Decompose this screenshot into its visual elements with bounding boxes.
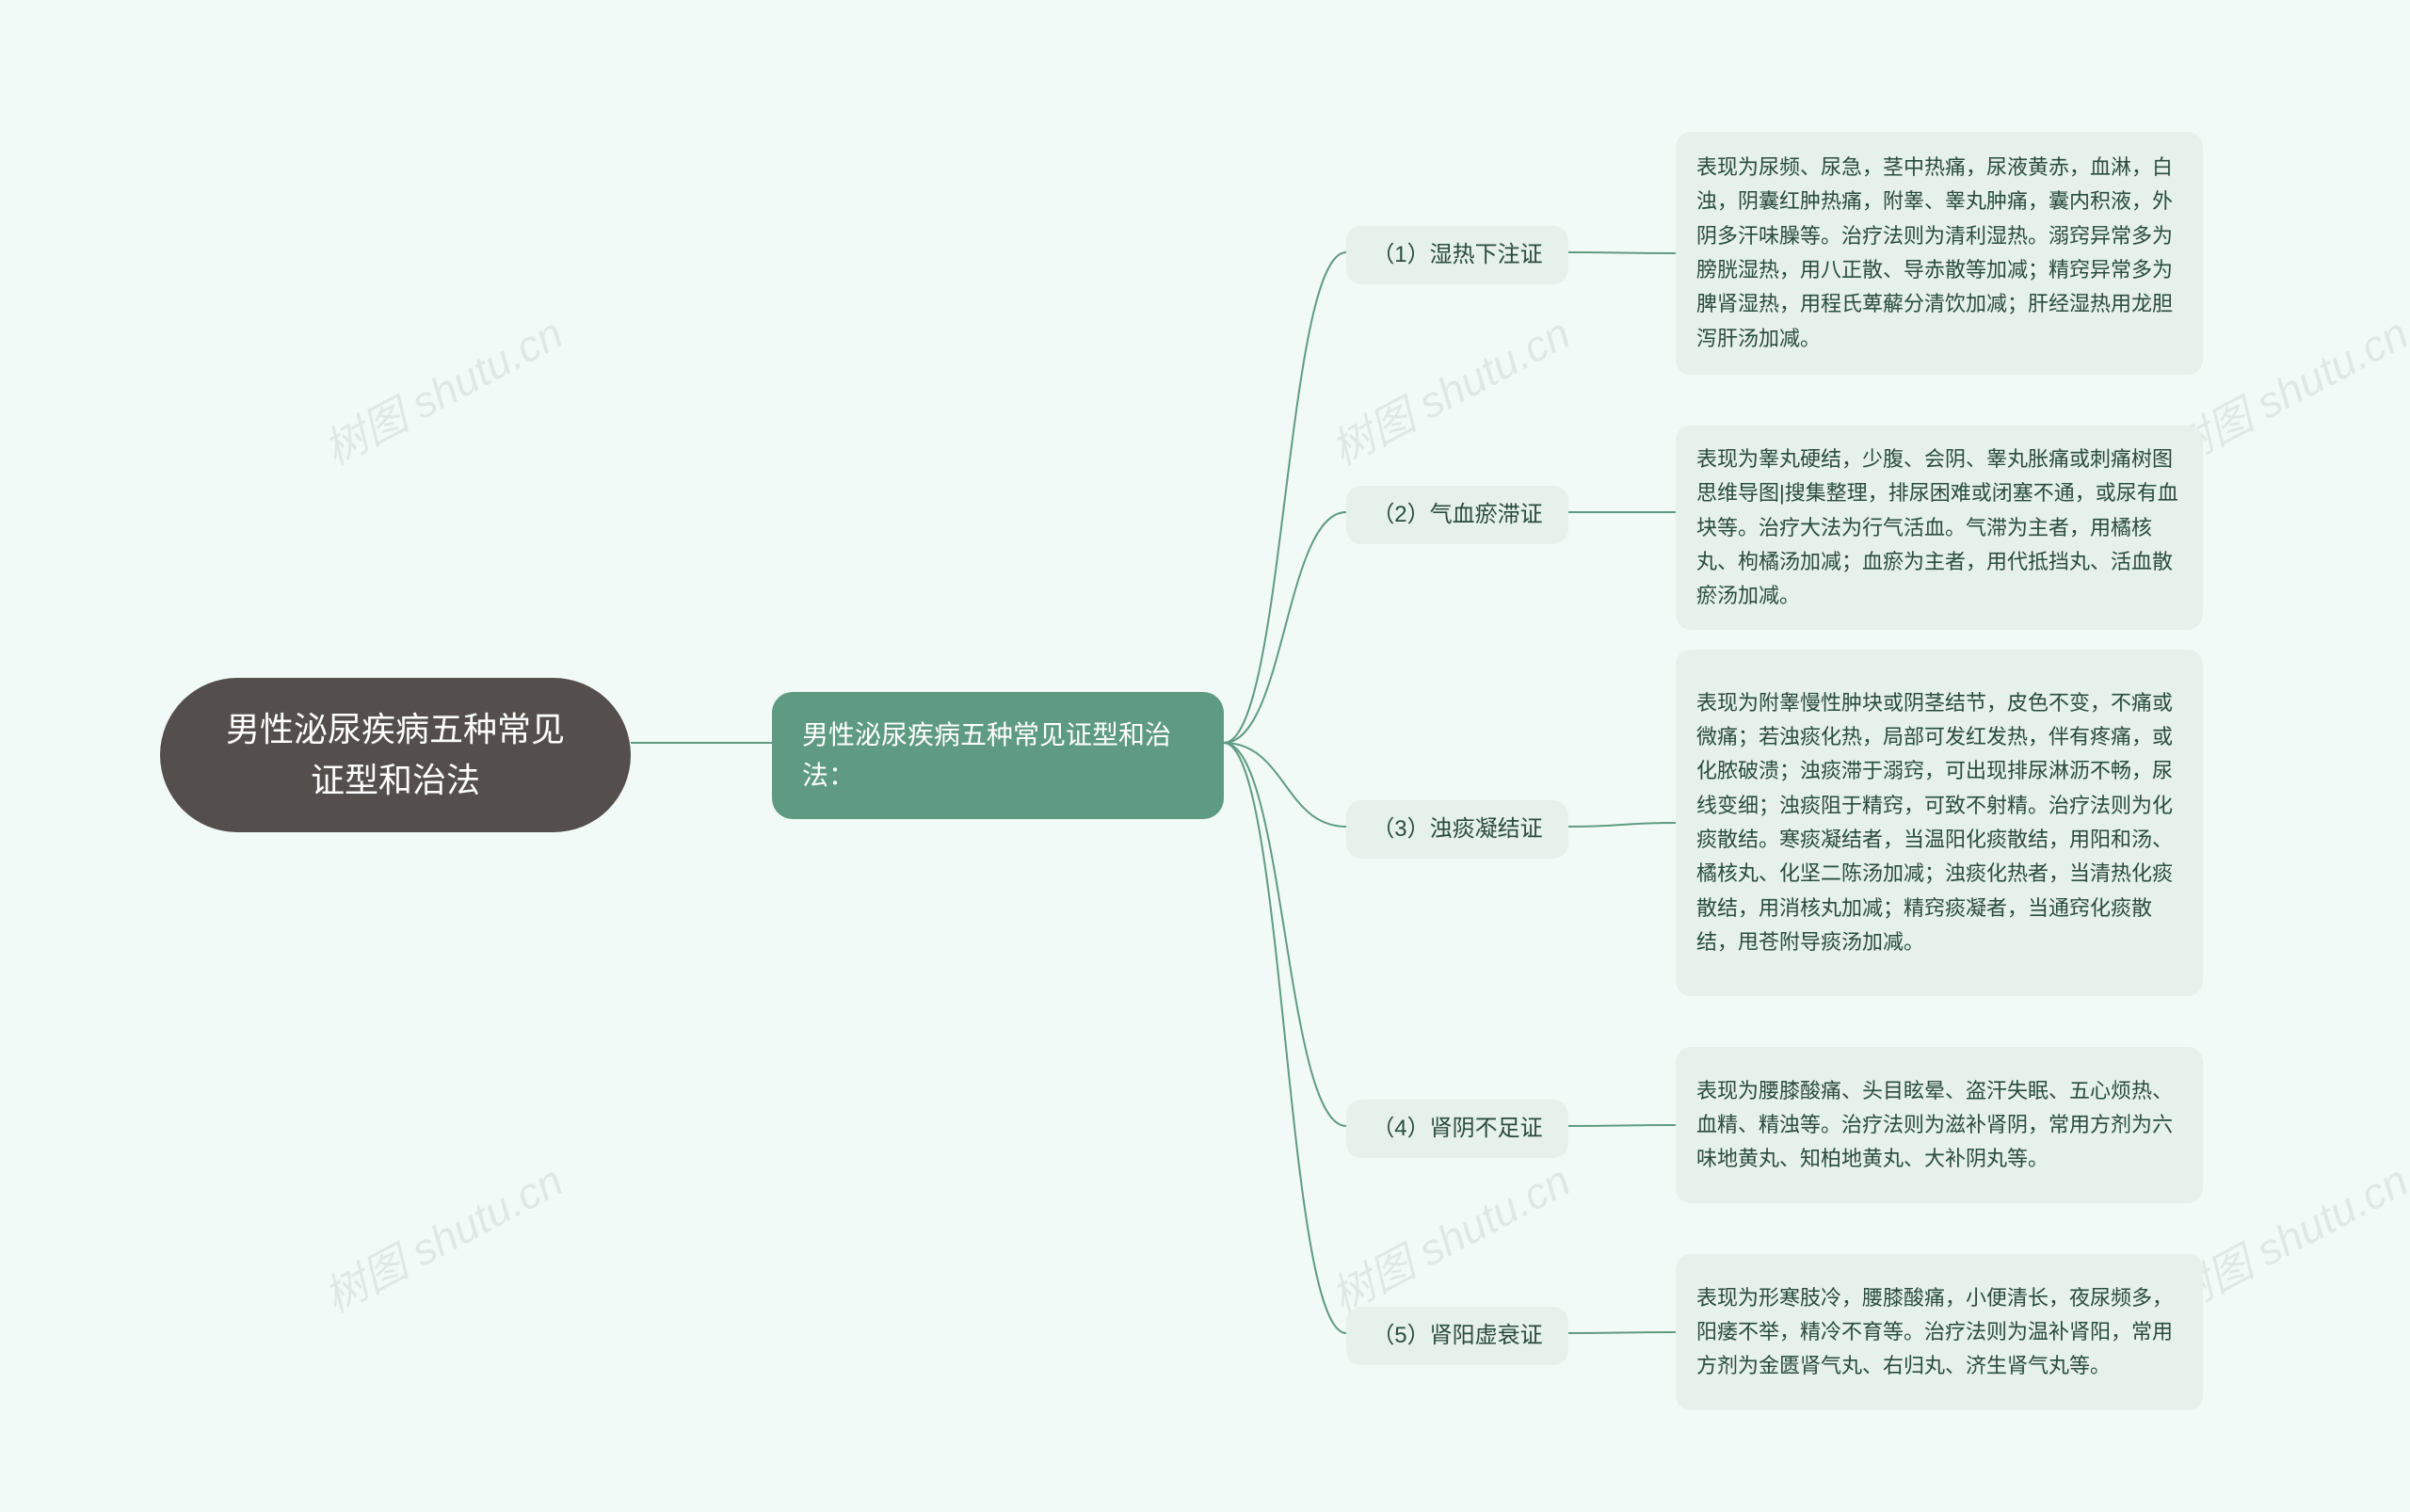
leaf-title-5[interactable]: （5）肾阳虚衰证 bbox=[1346, 1307, 1568, 1365]
watermark: 树图 shutu.cn bbox=[312, 299, 572, 477]
root-node[interactable]: 男性泌尿疾病五种常见证型和治法 bbox=[160, 678, 631, 832]
leaf-desc-5[interactable]: 表现为形寒肢冷，腰膝酸痛，小便清长，夜尿频多，阳痿不举，精冷不育等。治疗法则为温… bbox=[1676, 1254, 2203, 1410]
leaf-desc-2[interactable]: 表现为睾丸硬结，少腹、会阴、睾丸胀痛或刺痛树图思维导图|搜集整理，排尿困难或闭塞… bbox=[1676, 426, 2203, 630]
leaf-desc-1[interactable]: 表现为尿频、尿急，茎中热痛，尿液黄赤，血淋，白浊，阴囊红肿热痛，附睾、睾丸肿痛，… bbox=[1676, 132, 2203, 375]
subtopic-label: 男性泌尿疾病五种常见证型和治法： bbox=[802, 715, 1194, 796]
watermark: 树图 shutu.cn bbox=[312, 1147, 572, 1325]
leaf-title-4[interactable]: （4）肾阴不足证 bbox=[1346, 1100, 1568, 1158]
mindmap-canvas: 树图 shutu.cn 树图 shutu.cn 树图 shutu.cn 树图 s… bbox=[0, 0, 2410, 1512]
leaf-title-1[interactable]: （1）湿热下注证 bbox=[1346, 226, 1568, 284]
watermark: 树图 shutu.cn bbox=[1319, 299, 1580, 477]
leaf-title-2[interactable]: （2）气血瘀滞证 bbox=[1346, 486, 1568, 544]
leaf-title-3[interactable]: （3）浊痰凝结证 bbox=[1346, 800, 1568, 859]
leaf-desc-4[interactable]: 表现为腰膝酸痛、头目眩晕、盗汗失眠、五心烦热、血精、精浊等。治疗法则为滋补肾阴，… bbox=[1676, 1047, 2203, 1203]
subtopic-node[interactable]: 男性泌尿疾病五种常见证型和治法： bbox=[772, 692, 1224, 819]
root-label: 男性泌尿疾病五种常见证型和治法 bbox=[213, 704, 578, 806]
leaf-desc-3[interactable]: 表现为附睾慢性肿块或阴茎结节，皮色不变，不痛或微痛；若浊痰化热，局部可发红发热，… bbox=[1676, 650, 2203, 996]
watermark: 树图 shutu.cn bbox=[1319, 1147, 1580, 1325]
